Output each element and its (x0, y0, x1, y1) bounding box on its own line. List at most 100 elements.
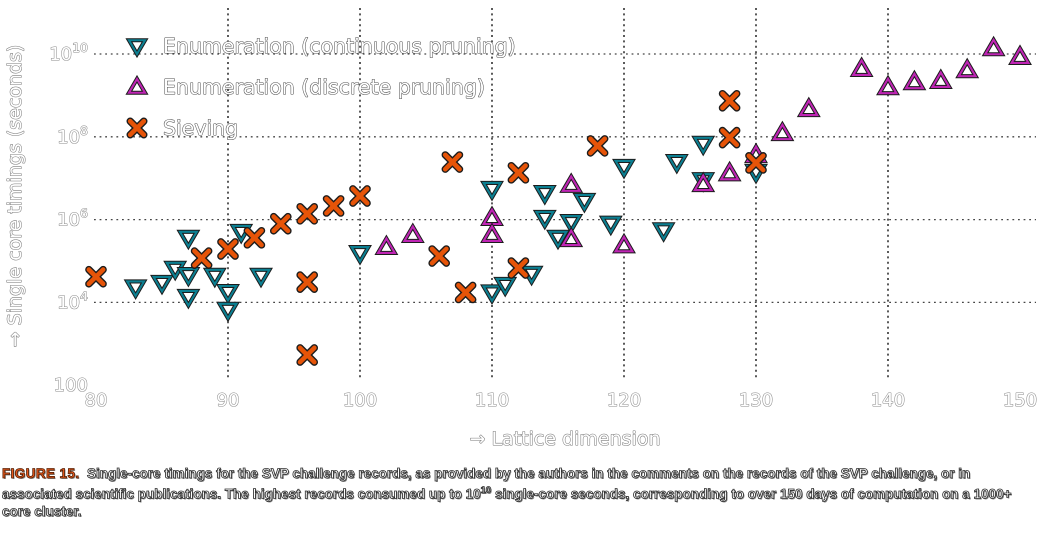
marker (588, 136, 608, 156)
y-tick-label: 104 (57, 288, 88, 313)
marker (560, 228, 582, 247)
marker-outline (902, 69, 927, 91)
legend-label: Sieving (163, 116, 238, 140)
y-tick-label: 108 (57, 123, 88, 148)
marker (151, 275, 173, 294)
marker-outline (598, 215, 623, 237)
series-x (85, 89, 767, 366)
marker (851, 58, 872, 77)
series-triangle-up (374, 35, 1032, 256)
marker-outline (374, 234, 399, 256)
legend-label: Enumeration (continuous pruning) (163, 34, 516, 58)
marker (127, 39, 147, 57)
marker (613, 159, 635, 178)
marker (349, 246, 371, 264)
legend-item-triangle-up: Enumeration (discrete pruning) (125, 74, 485, 100)
marker (772, 122, 793, 141)
marker-outline (150, 274, 174, 296)
y-tick-label: 106 (57, 206, 88, 231)
marker (720, 128, 740, 148)
marker-outline (532, 185, 557, 206)
marker-outline (559, 172, 584, 193)
svp-timings-scatter-chart: 80 90 100 110 120 130 140 150 1010 108 106 104 100 → … (3, 8, 1038, 451)
marker-outline (572, 192, 597, 214)
marker (534, 186, 556, 204)
marker-outline (981, 35, 1006, 57)
marker (1009, 46, 1031, 64)
figure-caption: FIGURE 15. Single-core timings for the S… (2, 465, 1040, 520)
figure-caption-label: FIGURE 15. (2, 466, 80, 482)
marker (204, 268, 226, 287)
figure-caption-text-end: single-core seconds, corresponding to ov… (2, 486, 1012, 519)
marker (560, 174, 582, 192)
marker-outline (400, 222, 425, 244)
marker (271, 214, 291, 234)
marker-outline (955, 57, 980, 79)
marker (402, 224, 424, 243)
marker-outline (612, 232, 636, 254)
marker (574, 193, 595, 212)
marker-outline (876, 74, 900, 96)
marker (442, 152, 462, 172)
marker (481, 181, 503, 200)
marker (429, 246, 449, 266)
marker (653, 223, 674, 241)
marker (297, 204, 317, 224)
marker (560, 214, 582, 233)
marker (217, 302, 239, 321)
marker (86, 267, 106, 287)
x-tick-label: 90 (217, 390, 240, 411)
marker-outline (770, 120, 795, 142)
marker-outline (480, 180, 504, 202)
marker (350, 186, 370, 206)
marker (178, 267, 199, 286)
marker (746, 153, 766, 173)
x-tick-label: 140 (871, 390, 905, 411)
marker-outline (532, 209, 557, 231)
caption-superscript: 10 (480, 485, 492, 497)
y-tick-label: 1010 (49, 40, 88, 65)
marker (192, 248, 212, 268)
marker (692, 136, 714, 155)
marker (481, 224, 503, 243)
marker-outline (651, 222, 676, 243)
marker-outline (849, 56, 874, 78)
marker (600, 216, 622, 235)
marker (930, 70, 952, 89)
marker (904, 71, 925, 90)
x-tick-label: 150 (1003, 390, 1037, 411)
marker (297, 345, 317, 365)
marker-outline (176, 266, 201, 288)
marker-outline (348, 245, 372, 266)
y-tick-label: 100 (54, 375, 88, 396)
marker (719, 162, 740, 181)
marker (613, 234, 635, 253)
marker-outline (216, 283, 240, 305)
marker (720, 91, 740, 111)
x-tick-label: 110 (475, 390, 509, 411)
x-tick-label: 120 (607, 390, 641, 411)
x-tick-label: 100 (343, 390, 377, 411)
marker-outline (612, 158, 636, 180)
legend-item-x: Sieving (126, 115, 239, 141)
marker-outline (216, 301, 240, 323)
marker-outline (928, 68, 953, 90)
marker (178, 230, 199, 249)
x-tick-label: 80 (85, 390, 108, 411)
marker-outline (796, 96, 821, 118)
y-axis-label: → Single core timings (seconds) (4, 45, 26, 348)
marker (456, 283, 476, 302)
marker (376, 236, 397, 255)
marker (508, 163, 528, 183)
marker (127, 76, 147, 94)
marker-outline (480, 222, 504, 244)
marker (547, 230, 569, 249)
legend-label: Enumeration (discrete pruning) (163, 75, 485, 99)
marker (297, 272, 317, 292)
marker-outline (664, 153, 689, 175)
marker-outline (249, 267, 273, 289)
marker-outline (480, 284, 504, 305)
marker-outline (1008, 44, 1032, 65)
marker (481, 285, 503, 303)
